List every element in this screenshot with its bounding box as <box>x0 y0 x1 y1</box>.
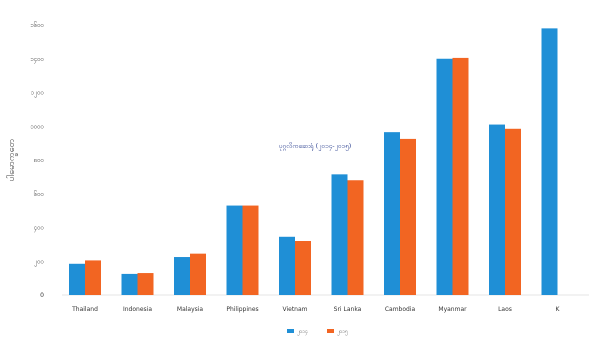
x-tick-label: Laos <box>498 306 512 313</box>
bar-myanmar-s2 <box>452 57 469 295</box>
legend-label-2: ၂၀၁၅ <box>337 329 348 335</box>
y-tick-label: 0 <box>40 292 44 299</box>
legend-label-1: ၂၀၁၄ <box>297 329 308 335</box>
bar-thailand-s1 <box>69 263 85 295</box>
x-tick-label: Malaysia <box>177 306 204 313</box>
y-tick-label: ၆၀၀ <box>34 190 44 198</box>
y-axis-label: ပါမောက္ခတေ <box>6 138 18 181</box>
x-tick-label: Vietnam <box>282 306 307 313</box>
x-tick-label: Myanmar <box>438 306 467 313</box>
bar-sri-lanka-s1 <box>331 174 348 295</box>
bar-myanmar-s1 <box>436 58 453 295</box>
bar-vietnam-s2 <box>295 241 311 295</box>
bar-cambodia-s2 <box>400 138 416 295</box>
x-tick-label: Cambodia <box>385 306 416 313</box>
y-tick-label: ၁၆၀၀ <box>30 21 45 29</box>
y-tick-label: ၂၀၀ <box>34 258 44 266</box>
x-tick-label: Thailand <box>71 306 98 313</box>
bar-malaysia-s2 <box>190 253 206 295</box>
bar-thailand-s2 <box>85 260 101 295</box>
bar-philippines-s2 <box>242 205 259 295</box>
y-tick-label: ၈၀၀ <box>34 157 44 164</box>
bar-laos-s1 <box>489 124 505 295</box>
bar-indonesia-s2 <box>137 273 154 295</box>
bar-vietnam-s1 <box>279 236 295 295</box>
bar-sri-lanka-s2 <box>347 180 364 295</box>
y-tick-label: ၁၀၀၀ <box>30 123 45 130</box>
legend-swatch-2 <box>327 329 334 333</box>
x-tick-label: Sri Lanka <box>334 306 362 313</box>
bar-philippines-s1 <box>226 205 243 295</box>
y-tick-label: ၁၂၀၀ <box>30 90 44 98</box>
x-tick-label: Indonesia <box>123 306 152 313</box>
bar-cambodia-s1 <box>384 132 400 295</box>
chart-annotation: ပုဂ္ဂလိကဆေးရုံ (၂၀၁၄-၂၀၁၅) <box>279 142 352 151</box>
x-tick-label: K <box>556 306 561 313</box>
bar-malaysia-s1 <box>174 257 190 295</box>
y-tick-label: ၄၀၀ <box>34 225 44 233</box>
bar-indonesia-s1 <box>121 273 138 295</box>
y-tick-label: ၁၄၀၀ <box>30 56 45 64</box>
legend-swatch-1 <box>287 329 294 333</box>
bar-laos-s2 <box>505 128 521 295</box>
x-tick-label: Philippines <box>226 306 258 313</box>
bar-k-s1 <box>541 28 558 295</box>
